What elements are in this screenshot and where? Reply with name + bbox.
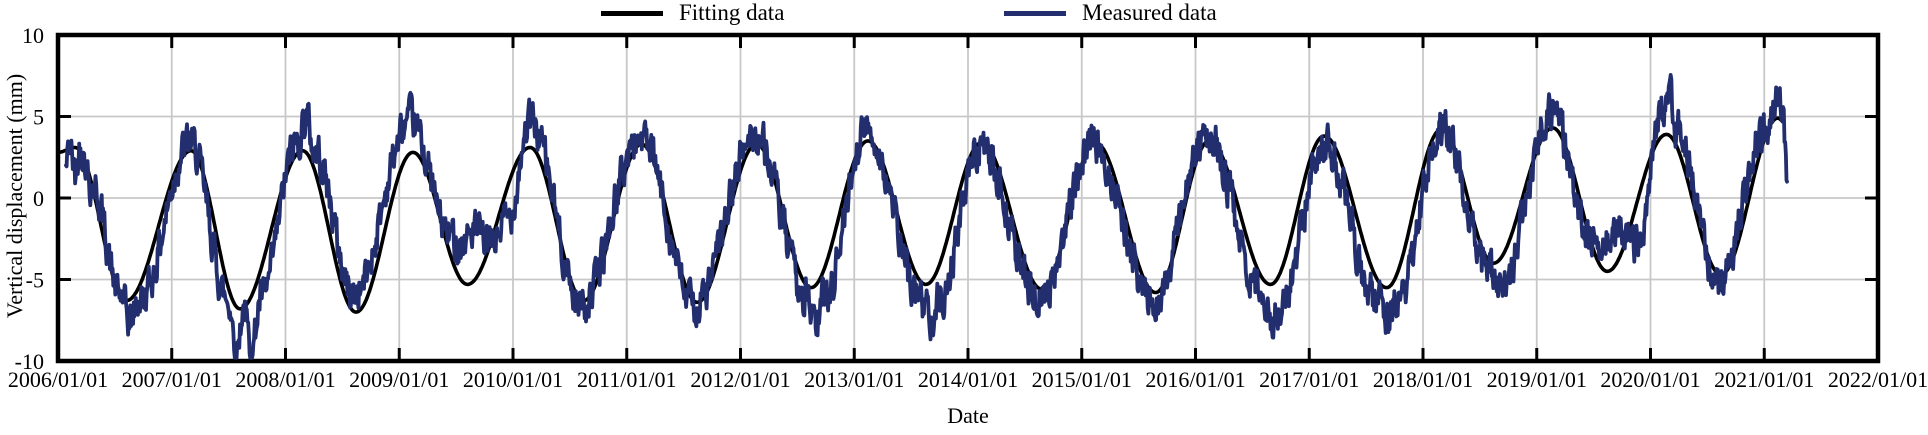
y-tick-label: -5 bbox=[26, 268, 44, 293]
measured-line-swatch-icon bbox=[1004, 10, 1066, 16]
x-tick-label: 2019/01/01 bbox=[1487, 367, 1587, 392]
y-axis-title: Vertical displacement (mm) bbox=[2, 73, 27, 319]
y-tick-label: 5 bbox=[33, 105, 44, 130]
x-tick-label: 2011/01/01 bbox=[577, 367, 676, 392]
x-tick-label: 2006/01/01 bbox=[8, 367, 108, 392]
x-tick-label: 2013/01/01 bbox=[804, 367, 904, 392]
legend-label-fitting: Fitting data bbox=[679, 0, 785, 25]
fitting-line-swatch-icon bbox=[601, 10, 663, 16]
legend-item-measured: Measured data bbox=[1004, 0, 1217, 26]
x-tick-label: 2010/01/01 bbox=[463, 367, 563, 392]
measured-data-line bbox=[64, 73, 1789, 360]
x-tick-label: 2008/01/01 bbox=[235, 367, 335, 392]
y-tick-labels: 10 5 0 -5 -10 bbox=[15, 23, 44, 374]
legend-label-measured: Measured data bbox=[1082, 0, 1217, 25]
gridlines bbox=[58, 35, 1878, 361]
x-tick-label: 2014/01/01 bbox=[918, 367, 1018, 392]
legend: Fitting data Measured data bbox=[0, 0, 1928, 28]
x-tick-labels: 2006/01/01 2007/01/01 2008/01/01 2009/01/01… bbox=[8, 367, 1928, 392]
x-tick-label: 2021/01/01 bbox=[1714, 367, 1814, 392]
x-tick-label: 2018/01/01 bbox=[1373, 367, 1473, 392]
y-tick-label: 10 bbox=[22, 23, 44, 48]
y-tick-label: 0 bbox=[33, 186, 44, 211]
x-tick-label: 2015/01/01 bbox=[1032, 367, 1132, 392]
x-tick-label: 2012/01/01 bbox=[690, 367, 790, 392]
tick-marks bbox=[58, 35, 1878, 361]
x-tick-label: 2009/01/01 bbox=[349, 367, 449, 392]
x-tick-label: 2007/01/01 bbox=[122, 367, 222, 392]
legend-item-fitting: Fitting data bbox=[601, 0, 784, 26]
x-tick-label: 2016/01/01 bbox=[1145, 367, 1245, 392]
x-axis-title: Date bbox=[947, 403, 989, 428]
x-tick-label: 2022/01/01 bbox=[1828, 367, 1928, 392]
y-tick-label: -10 bbox=[15, 349, 44, 374]
x-tick-label: 2017/01/01 bbox=[1259, 367, 1359, 392]
x-tick-label: 2020/01/01 bbox=[1600, 367, 1700, 392]
